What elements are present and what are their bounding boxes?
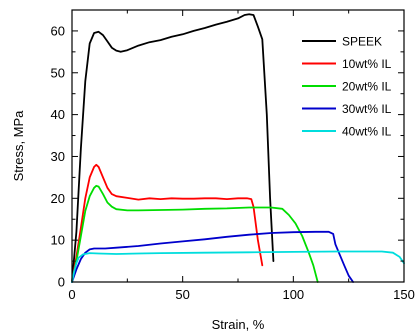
y-tick-label: 30 <box>51 149 65 164</box>
legend-label: 30wt% IL <box>342 102 392 116</box>
legend: SPEEK 10wt% IL 20wt% IL 30wt% IL 40wt% IL <box>302 35 392 139</box>
series-line-3 <box>71 184 319 283</box>
x-tick-label: 50 <box>175 287 189 302</box>
series-line-1 <box>71 13 275 283</box>
series-line-2 <box>71 163 264 283</box>
x-axis-label: Strain, % <box>212 317 265 332</box>
legend-label: 40wt% IL <box>342 125 392 139</box>
legend-label: SPEEK <box>342 35 382 49</box>
y-axis-label: Stress, MPa <box>11 110 26 182</box>
y-tick-label: 50 <box>51 65 65 80</box>
legend-label: 10wt% IL <box>342 57 392 71</box>
y-tick-label: 40 <box>51 107 65 122</box>
y-tick-label: 20 <box>51 191 65 206</box>
x-tick-label: 0 <box>68 287 75 302</box>
ticks-layer: 0 50 100 150 0 10 20 30 40 50 60 <box>51 9 415 302</box>
y-tick-label: 10 <box>51 233 65 248</box>
series-layer <box>71 13 405 283</box>
legend-label: 20wt% IL <box>342 80 392 94</box>
y-tick-label: 60 <box>51 23 65 38</box>
x-tick-label: 100 <box>282 287 304 302</box>
x-tick-label: 150 <box>393 287 415 302</box>
series-line-5 <box>71 250 405 283</box>
series-line-4 <box>71 230 354 283</box>
y-tick-label: 0 <box>58 275 65 290</box>
